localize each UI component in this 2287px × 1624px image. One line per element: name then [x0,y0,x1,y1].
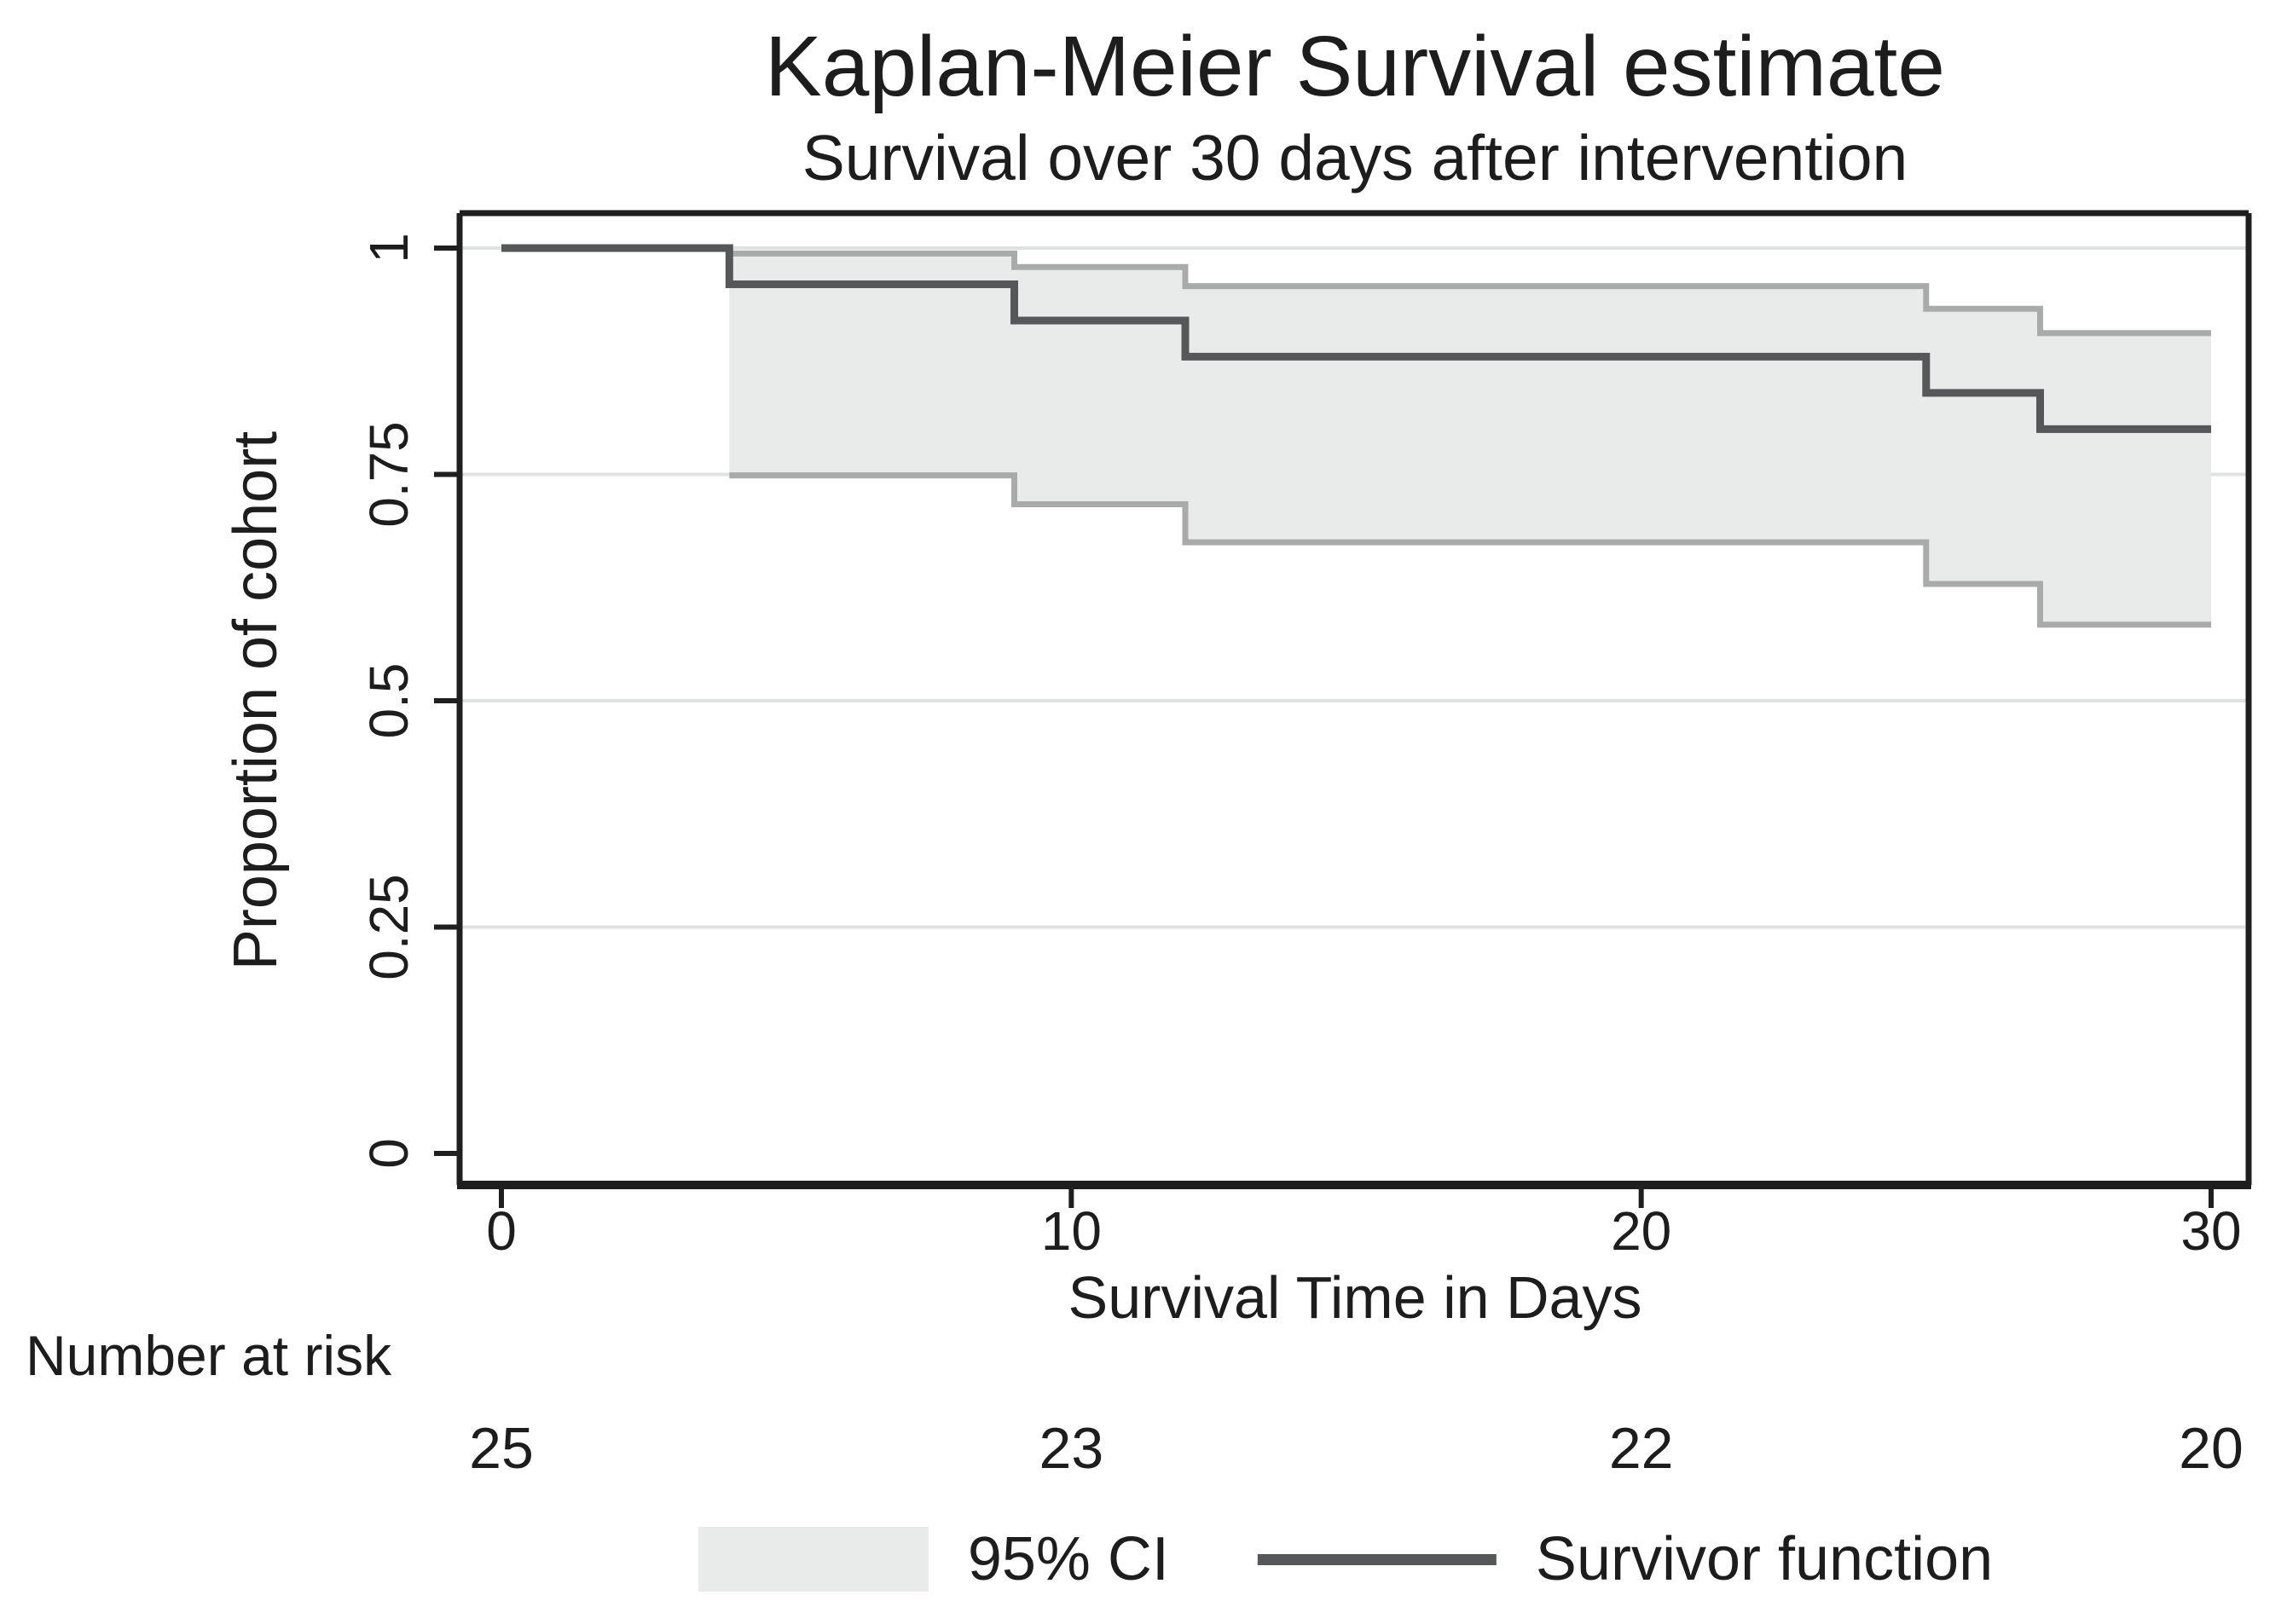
y-tick-label-0.5: 0.5 [358,663,420,739]
x-tick-label-20: 20 [1611,1200,1671,1262]
chart-title: Kaplan-Meier Survival estimate [765,19,1945,114]
y-axis-title: Proportion of cohort [222,431,290,971]
risk-count-day-20: 22 [1608,1416,1674,1481]
ci-legend-label: 95% CI [967,1525,1169,1593]
ci-band [729,253,2211,625]
ci-upper-line [729,250,2211,337]
x-axis-title: Survival Time in Days [1068,1264,1642,1331]
number-at-risk-label: Number at risk [26,1324,392,1387]
x-tick-label-30: 30 [2180,1200,2241,1262]
number-at-risk-row: 25 23 22 20 [0,1415,2287,1483]
survivor-legend-label: Survivor function [1535,1525,1994,1593]
legend: 95% CI Survivor function [698,1524,1993,1594]
ci-lower-line [729,472,2211,628]
y-tick-label-0.75: 0.75 [358,421,420,528]
survivor-line [501,244,2211,433]
risk-count-day-30: 20 [2179,1416,2244,1481]
chart-subtitle: Survival over 30 days after intervention [802,122,1908,194]
x-tick-label-0: 0 [486,1200,517,1262]
risk-count-day-10: 23 [1039,1416,1104,1481]
survivor-line-swatch [1257,1553,1497,1565]
y-tick-label-0: 0 [358,1138,420,1169]
y-tick-label-0.25: 0.25 [358,874,420,980]
ci-area-swatch [698,1527,929,1592]
risk-count-day-0: 25 [469,1416,534,1481]
y-tick-label-1: 1 [358,233,420,263]
x-tick-label-10: 10 [1041,1200,1102,1262]
